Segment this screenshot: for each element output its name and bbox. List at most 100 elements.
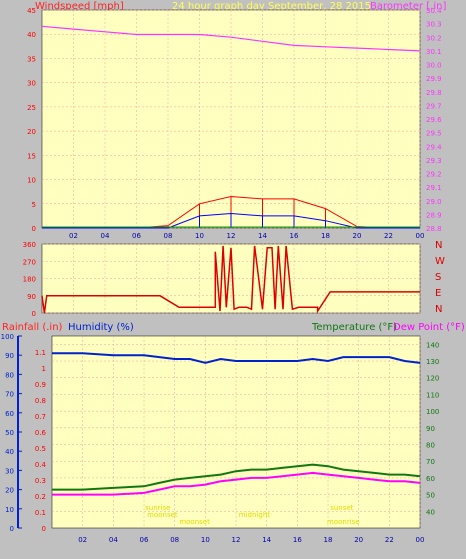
humidity-y-tick-label: 80 xyxy=(5,371,14,379)
wind-y-tick-label: 30 xyxy=(27,80,36,88)
rainfall-axis-label: Rainfall (.in) xyxy=(2,322,63,333)
barometer-y-tick-label: 29.5 xyxy=(426,130,442,138)
barometer-y-tick-label: 29.2 xyxy=(426,171,442,179)
barometer-axis-label: Barometer [.in] xyxy=(370,1,446,12)
barometer-y-tick-label: 30.3 xyxy=(426,21,442,29)
compass-label-w: W xyxy=(435,256,445,267)
series-layer xyxy=(41,25,421,496)
temperature-y-tick-label: 60 xyxy=(426,475,435,483)
wind-x-tick-label: 20 xyxy=(353,232,362,240)
rainfall-y-tick-label: 0.5 xyxy=(35,445,46,453)
temperature-x-tick-label: 22 xyxy=(385,536,394,544)
sun-event-label: moonset xyxy=(179,518,210,526)
temperature-x-tick-label: 08 xyxy=(170,536,179,544)
wind-x-tick-label: 18 xyxy=(321,232,330,240)
humidity-y-tick-label: 100 xyxy=(1,333,14,341)
wind-x-tick-label: 16 xyxy=(290,232,299,240)
barometer-y-tick-label: 29.4 xyxy=(426,143,442,151)
temperature-x-tick-label: 12 xyxy=(232,536,241,544)
chart-title: 24 hour graph day September, 28 2015 xyxy=(172,1,371,12)
temperature-y-tick-label: 130 xyxy=(426,358,439,366)
wind-x-tick-label: 08 xyxy=(164,232,173,240)
rainfall-y-tick-label: 0.9 xyxy=(35,381,46,389)
direction-y-tick-label: 0 xyxy=(32,310,36,318)
dewpoint-axis-label: Dew Point (°F) xyxy=(393,322,465,333)
barometer-y-tick-label: 28.9 xyxy=(426,211,442,219)
humidity-y-tick-label: 10 xyxy=(5,506,14,514)
temperature-x-tick-label: 18 xyxy=(324,536,333,544)
humidity-y-tick-label: 90 xyxy=(5,352,14,360)
wind-x-tick-label: 12 xyxy=(227,232,236,240)
barometer-y-tick-label: 30.0 xyxy=(426,62,442,70)
wind-y-tick-label: 35 xyxy=(27,55,36,63)
wind-x-tick-label: 00 xyxy=(416,232,425,240)
wind-x-tick-label: 02 xyxy=(69,232,78,240)
wind-x-tick-label: 14 xyxy=(258,232,267,240)
direction-y-tick-label: 180 xyxy=(23,276,36,284)
temperature-y-tick-label: 140 xyxy=(426,341,439,349)
wind-y-tick-label: 40 xyxy=(27,31,36,39)
temperature-y-tick-label: 120 xyxy=(426,375,439,383)
wind-y-tick-label: 45 xyxy=(27,7,36,15)
wind-y-tick-label: 25 xyxy=(27,104,36,112)
series-temperature-line xyxy=(52,463,421,491)
humidity-y-tick-label: 40 xyxy=(5,448,14,456)
temperature-y-tick-label: 50 xyxy=(426,492,435,500)
series-barometer-line xyxy=(41,25,421,52)
temperature-x-tick-label: 04 xyxy=(109,536,118,544)
rainfall-y-tick-label: 0.1 xyxy=(35,509,46,517)
series-dew-point-line xyxy=(52,471,421,496)
humidity-y-tick-label: 60 xyxy=(5,410,14,418)
temperature-y-tick-label: 80 xyxy=(426,442,435,450)
barometer-y-tick-label: 29.0 xyxy=(426,198,442,206)
compass-label-s: S xyxy=(435,272,441,283)
temperature-y-tick-label: 90 xyxy=(426,425,435,433)
sun-event-label: sunrise xyxy=(145,504,170,512)
wind-axis-label: Windspeed [mph] xyxy=(35,1,124,12)
temperature-axis-label: Temperature (°F) xyxy=(311,322,397,333)
rainfall-y-tick-label: 1 xyxy=(42,365,46,373)
temperature-x-tick-label: 20 xyxy=(354,536,363,544)
wind-x-tick-label: 10 xyxy=(195,232,204,240)
temperature-x-tick-label: 00 xyxy=(416,536,425,544)
temperature-y-tick-label: 70 xyxy=(426,458,435,466)
wind-x-tick-label: 22 xyxy=(384,232,393,240)
temperature-x-tick-label: 16 xyxy=(293,536,302,544)
tick-label-layer: 05101520253035404528.828.929.029.129.229… xyxy=(1,7,443,544)
humidity-y-tick-label: 50 xyxy=(5,429,14,437)
compass-label-e: E xyxy=(435,288,441,299)
rainfall-y-tick-label: 0.8 xyxy=(35,397,46,405)
rainfall-y-tick-label: 0.6 xyxy=(35,429,47,437)
humidity-y-tick-label: 0 xyxy=(10,525,14,533)
compass-label-n-bottom: N xyxy=(435,304,442,315)
barometer-y-tick-label: 30.2 xyxy=(426,34,442,42)
wind-y-tick-label: 20 xyxy=(27,128,36,136)
direction-y-tick-label: 90 xyxy=(27,293,36,301)
direction-y-tick-label: 360 xyxy=(23,241,36,249)
rainfall-y-tick-label: 1.1 xyxy=(35,349,46,357)
grid-layer xyxy=(17,9,421,529)
barometer-y-tick-label: 29.8 xyxy=(426,89,442,97)
barometer-y-tick-label: 30.1 xyxy=(426,48,442,56)
barometer-y-tick-label: 30.4 xyxy=(426,7,442,15)
temperature-y-tick-label: 110 xyxy=(426,391,439,399)
barometer-y-tick-label: 29.1 xyxy=(426,184,442,192)
sun-event-label: moonrise xyxy=(327,518,360,526)
barometer-y-tick-label: 29.7 xyxy=(426,102,442,110)
humidity-axis-label: Humidity (%) xyxy=(68,322,134,333)
temperature-x-tick-label: 14 xyxy=(262,536,271,544)
wind-y-tick-label: 5 xyxy=(32,201,36,209)
barometer-y-tick-label: 29.6 xyxy=(426,116,442,124)
temperature-x-tick-label: 10 xyxy=(201,536,210,544)
sun-event-label: sunset xyxy=(330,504,353,512)
humidity-y-tick-label: 70 xyxy=(5,391,14,399)
rainfall-y-tick-label: 0.3 xyxy=(35,477,46,485)
barometer-y-tick-label: 29.3 xyxy=(426,157,442,165)
sun-event-label: midnight xyxy=(239,511,270,519)
temperature-y-tick-label: 100 xyxy=(426,408,439,416)
sun-event-label: moonset xyxy=(147,511,178,519)
rainfall-y-tick-label: 0.2 xyxy=(35,493,46,501)
barometer-y-tick-label: 29.9 xyxy=(426,75,442,83)
